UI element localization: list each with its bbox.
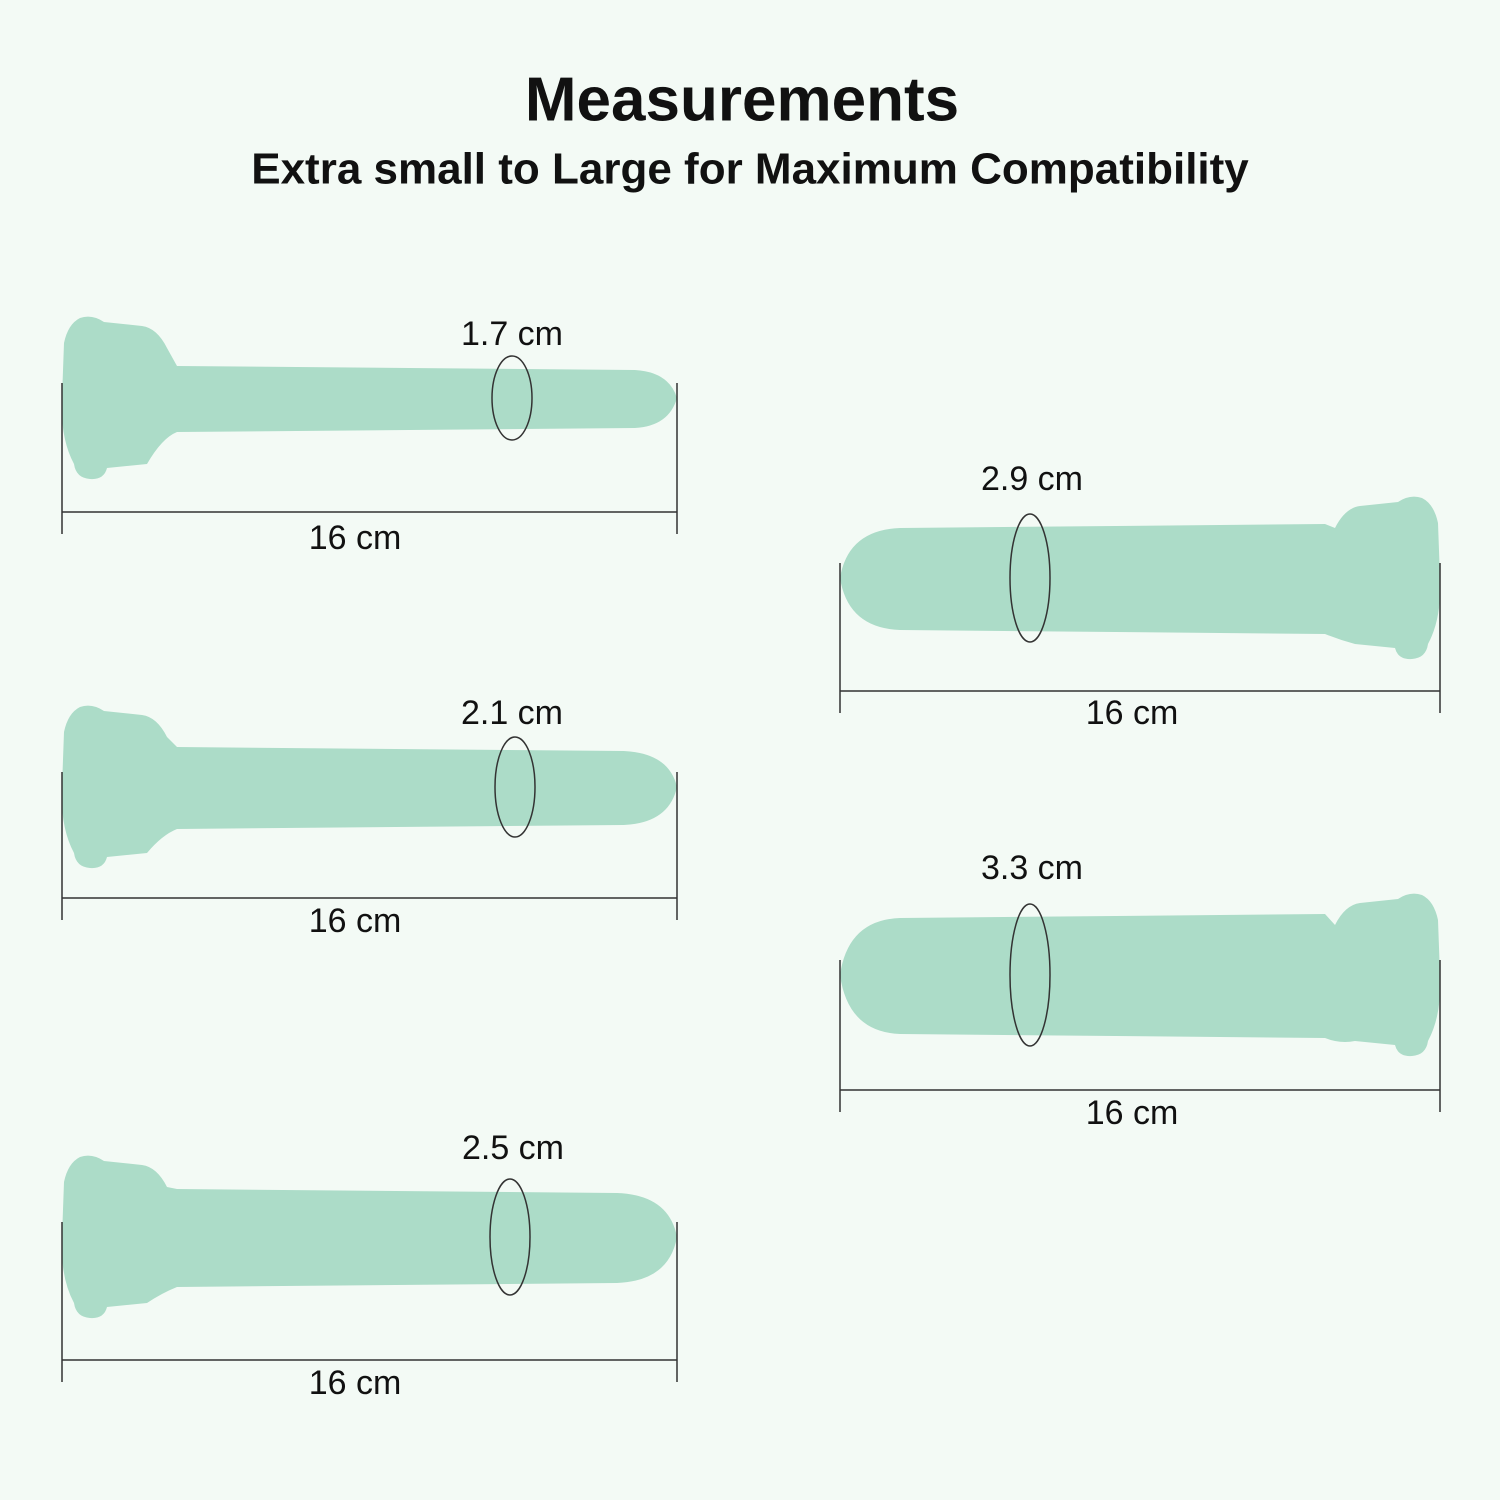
- length-label: 16 cm: [1086, 694, 1179, 732]
- diameter-ring: [1009, 903, 1051, 1047]
- diameter-ring: [491, 355, 533, 441]
- title: Measurements: [525, 65, 959, 134]
- product: [840, 496, 1441, 660]
- diameter-label: 2.1 cm: [461, 694, 563, 732]
- diameter-label: 2.9 cm: [981, 460, 1083, 498]
- product-silhouette: [840, 893, 1441, 1057]
- product-silhouette: [840, 496, 1441, 660]
- diameter-ring: [1009, 513, 1051, 643]
- product-silhouette: [61, 316, 677, 480]
- product: [840, 893, 1441, 1057]
- diameter-label: 3.3 cm: [981, 849, 1083, 887]
- product: [61, 316, 677, 480]
- subtitle: Extra small to Large for Maximum Compati…: [251, 145, 1249, 194]
- diameter-label: 2.5 cm: [462, 1129, 564, 1167]
- length-label: 16 cm: [1086, 1094, 1179, 1132]
- length-label: 16 cm: [309, 1364, 402, 1402]
- diameter-ring: [494, 736, 536, 838]
- product: [61, 1155, 677, 1319]
- diameter-ring: [489, 1178, 531, 1296]
- diameter-label: 1.7 cm: [461, 315, 563, 353]
- length-label: 16 cm: [309, 519, 402, 557]
- product-silhouette: [61, 705, 677, 869]
- length-label: 16 cm: [309, 902, 402, 940]
- product-silhouette: [61, 1155, 677, 1319]
- product: [61, 705, 677, 869]
